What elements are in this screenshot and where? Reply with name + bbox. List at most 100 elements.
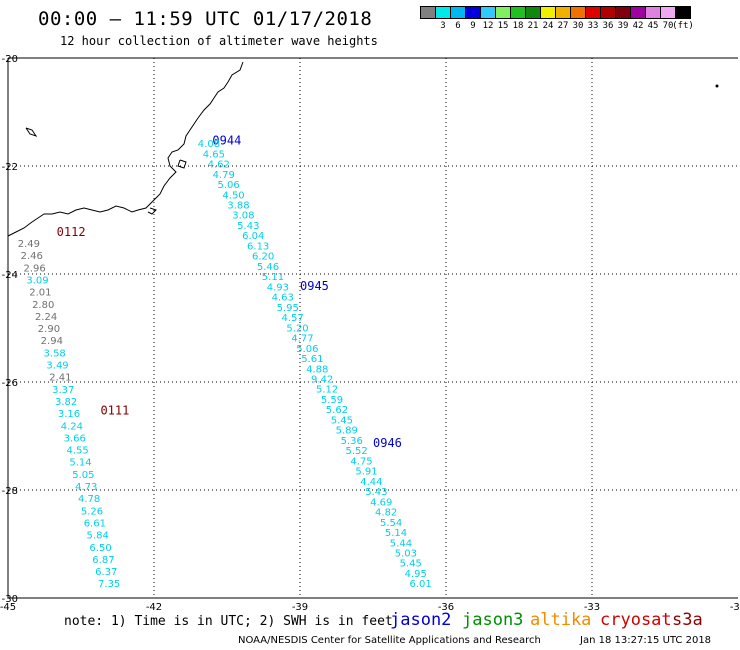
wave-height-value: 4.77	[291, 334, 313, 345]
wave-height-value: 5.06	[217, 180, 239, 191]
wave-height-value: 5.03	[395, 548, 417, 559]
wave-height-value: 3.82	[55, 397, 77, 408]
wave-height-value: 5.43	[365, 487, 387, 498]
wave-height-value: 5.11	[262, 272, 284, 283]
legend-label: (ft)	[672, 21, 694, 31]
wave-height-value: 6.01	[410, 579, 432, 590]
wave-height-value: 2.94	[41, 336, 63, 347]
wave-height-value: 2.01	[29, 288, 51, 299]
wave-height-value: 5.45	[400, 559, 422, 570]
legend-label: 12	[482, 21, 494, 31]
wave-height-value: 5.14	[69, 458, 91, 469]
lon-tick-label: -42	[146, 602, 162, 613]
pass-label: 0112	[57, 225, 86, 239]
satellite-cryosat: cryosat	[600, 610, 672, 630]
lat-lon-grid	[8, 58, 738, 598]
wave-height-value: 3.08	[232, 211, 254, 222]
island-path	[177, 159, 187, 169]
wave-height-value: 4.50	[222, 190, 244, 201]
satellite-jason3: jason3	[462, 610, 524, 630]
lat-tick-label: -30	[2, 594, 18, 605]
legend-swatch	[675, 6, 691, 19]
island-dot	[715, 84, 719, 88]
wave-height-value: 7.35	[98, 579, 120, 590]
wave-height-value: 5.52	[345, 446, 367, 457]
pass-label: 0111	[100, 403, 129, 417]
wave-height-value: 3.16	[58, 409, 80, 420]
wave-height-value: 5.26	[81, 506, 103, 517]
altimeter-tracks: 4.084.654.624.795.064.503.883.085.436.04…	[18, 139, 432, 590]
wave-height-value: 5.91	[355, 467, 377, 478]
legend-label: 30	[572, 21, 584, 31]
axis-labels: -20-22-24-26-28-30-45-42-39-36-33-30	[0, 54, 740, 613]
wave-height-value: 5.06	[296, 344, 318, 355]
wave-height-value: 4.08	[198, 139, 220, 150]
wave-height-value: 4.63	[272, 293, 294, 304]
pass-labels: 0944 0945 0946 0112 0111	[57, 133, 402, 449]
color-scale-legend: 3 6 9 12 15 18 21 24 27 30 33 36 39 42 45 70 (ft)	[420, 6, 694, 33]
wave-height-value: 4.75	[350, 456, 372, 467]
wave-height-value: 2.80	[32, 300, 54, 311]
wave-height-value: 6.13	[247, 241, 269, 252]
wave-height-value: 3.66	[64, 433, 86, 444]
coastline	[7, 61, 719, 237]
wave-height-value: 3.58	[44, 348, 66, 359]
wave-height-value: 6.04	[242, 231, 264, 242]
wave-height-value: 2.24	[35, 312, 57, 323]
lon-tick-label: -33	[584, 602, 600, 613]
wave-height-value: 6.37	[95, 567, 117, 578]
lon-tick-label: -39	[292, 602, 308, 613]
map-subtitle: 12 hour collection of altimeter wave hei…	[60, 34, 378, 48]
legend-label: 36	[602, 21, 614, 31]
map-title: 00:00 — 11:59 UTC 01/17/2018	[38, 8, 373, 30]
wave-height-value: 5.45	[331, 415, 353, 426]
wave-height-value: 3.49	[46, 361, 68, 372]
wave-height-value: 3.09	[26, 275, 48, 286]
wave-height-value: 6.50	[89, 543, 111, 554]
wave-height-value: 5.46	[257, 262, 279, 273]
lat-tick-label: -26	[2, 378, 18, 389]
wave-height-value: 5.89	[336, 426, 358, 437]
wave-height-value: 6.61	[84, 518, 106, 529]
wave-height-value: 4.62	[208, 160, 230, 171]
lat-tick-label: -24	[2, 270, 18, 281]
legend-label: 21	[527, 21, 539, 31]
wave-height-value: 4.55	[66, 446, 88, 457]
wave-height-value: 5.14	[385, 528, 407, 539]
wave-height-value: 4.88	[306, 364, 328, 375]
wave-height-value: 5.12	[316, 385, 338, 396]
satellite-jason2: jason2	[390, 610, 452, 630]
wave-height-value: 4.78	[78, 494, 100, 505]
map-frame	[7, 57, 738, 599]
wave-height-value: 6.20	[252, 252, 274, 263]
lat-tick-label: -28	[2, 486, 18, 497]
legend-labels: 3 6 9 12 15 18 21 24 27 30 33 36 39 42 45 70 (ft)	[420, 19, 694, 33]
wave-height-value: 4.79	[213, 170, 235, 181]
satellite-altika: altika	[530, 610, 592, 630]
satellite-s3a: s3a	[672, 610, 703, 630]
legend-label: 3	[440, 21, 446, 31]
wave-height-value: 5.54	[380, 518, 402, 529]
wave-height-value: 4.69	[370, 497, 392, 508]
credit-line: NOAA/NESDIS Center for Satellite Applica…	[238, 635, 541, 646]
wave-height-value: 5.05	[72, 470, 94, 481]
legend-swatches	[420, 6, 691, 19]
pass-label: 0946	[373, 436, 402, 450]
bay-path	[147, 207, 157, 215]
wave-height-value: 6.87	[92, 555, 114, 566]
wave-height-value: 3.37	[52, 385, 74, 396]
lat-tick-label: -20	[2, 54, 18, 65]
legend-label: 15	[497, 21, 509, 31]
footnote: note: 1) Time is in UTC; 2) SWH is in fe…	[64, 614, 393, 629]
wave-height-value: 5.84	[87, 531, 109, 542]
wave-height-value: 4.65	[203, 149, 225, 160]
lat-tick-label: -22	[2, 162, 18, 173]
wave-height-value: 9.42	[311, 375, 333, 386]
wave-height-value: 4.93	[267, 282, 289, 293]
lake-path	[25, 127, 38, 137]
lon-tick-label: -45	[0, 602, 16, 613]
wave-height-value: 5.59	[321, 395, 343, 406]
wave-height-value: 4.57	[281, 313, 303, 324]
legend-label: 18	[512, 21, 524, 31]
